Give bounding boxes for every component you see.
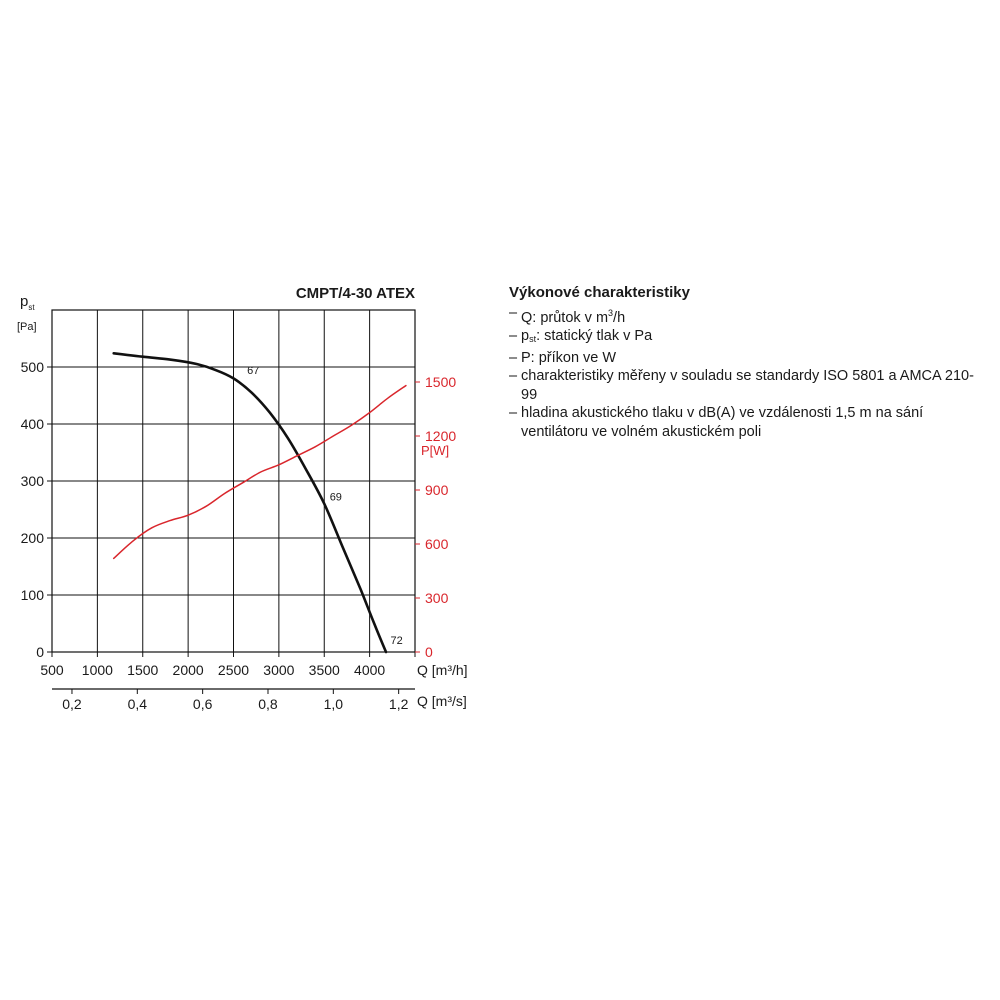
y-left-tick-label-5: 500 (21, 359, 45, 375)
legend-text-post: : statický tlak v Pa (536, 328, 653, 344)
x-secondary-tick-label-1: 0,4 (128, 696, 148, 712)
legend-dash: – (509, 304, 518, 321)
legend-text-post: /h (613, 309, 626, 326)
annotations: 67 69 72 (247, 365, 403, 647)
legend-dash: – (509, 328, 518, 344)
legend-dash: – (509, 349, 518, 366)
y-right-label: P[W] (421, 443, 449, 458)
legend-text-sub: st (529, 334, 537, 344)
legend-list: – Q: průtok v m3/h – pst: statický tlak v P… (509, 304, 989, 442)
legend-text-pre: P: příkon ve W (521, 349, 617, 366)
legend-title: Výkonové charakteristiky (509, 284, 690, 301)
x-secondary-tick-label-5: 1,2 (389, 696, 409, 712)
y-left-tick-label-1: 100 (21, 587, 45, 603)
x-primary-tick-label-6: 3500 (309, 662, 340, 678)
x-primary-tick-label-3: 2000 (173, 662, 204, 678)
power-curve (112, 384, 407, 560)
y-right-tick-label-5: 1500 (425, 374, 456, 390)
svg-text:pst: pst (20, 293, 35, 312)
y-left-unit: [Pa] (17, 321, 37, 333)
x-primary-tick-label-7: 4000 (354, 662, 385, 678)
axes: 500 1000 1500 2000 2500 3000 3500 4000010020030… (21, 359, 457, 712)
x-primary-tick-label-4: 2500 (218, 662, 249, 678)
y-left-tick-label-0: 0 (36, 644, 44, 660)
x-primary-label: Q [m³/h] (417, 662, 468, 678)
performance-legend: Výkonové charakteristiky – Q: průtok v m3… (509, 284, 989, 441)
noise-level-annotation-1: 69 (330, 491, 342, 503)
legend-text-pre: hladina akustického tlaku v dB(A) ve vzd… (521, 405, 924, 440)
legend-item-0: – Q: průtok v m3/h (509, 304, 989, 328)
x-secondary-tick-label-4: 1,0 (324, 696, 344, 712)
y-right-tick-label-4: 1200 (425, 428, 456, 444)
legend-text-pre: charakteristiky měřeny v souladu se stan… (521, 368, 974, 403)
noise-level-annotation-2: 72 (390, 635, 402, 647)
series (112, 352, 407, 654)
x-primary-tick-label-5: 3000 (263, 662, 294, 678)
legend-text-sup: 3 (608, 307, 614, 318)
legend-item-3: – charakteristiky měřeny v souladu se sta… (509, 367, 989, 404)
y-right-tick-label-1: 300 (425, 590, 449, 606)
y-left-tick-label-3: 300 (21, 473, 45, 489)
x-secondary-tick-label-2: 0,6 (193, 696, 213, 712)
y-right-tick-label-0: 0 (425, 644, 433, 660)
legend-dash: – (509, 405, 518, 421)
y-right-tick-label-3: 900 (425, 482, 449, 498)
y-left-subscript: st (28, 303, 35, 312)
pressure-curve (112, 352, 388, 654)
noise-level-annotation-0: 67 (247, 365, 259, 377)
y-right-tick-label-2: 600 (425, 536, 449, 552)
y-left-tick-label-4: 400 (21, 416, 45, 432)
grid (51, 309, 416, 653)
chart-title: CMPT/4-30 ATEX (296, 285, 415, 302)
x-primary-tick-label-2: 1500 (127, 662, 158, 678)
x-secondary-tick-label-3: 0,8 (258, 696, 278, 712)
legend-item-1: – pst: statický tlak v Pa (509, 327, 989, 349)
x-primary-tick-label-1: 1000 (82, 662, 113, 678)
x-primary-tick-label-0: 500 (40, 662, 64, 678)
y-left-symbol: p (20, 293, 28, 310)
legend-item-2: – P: příkon ve W (509, 349, 989, 368)
legend-item-4: – hladina akustického tlaku v dB(A) ve vz… (509, 404, 989, 441)
legend-dash: – (509, 368, 518, 384)
x-secondary-tick-label-0: 0,2 (62, 696, 82, 712)
y-left-tick-label-2: 200 (21, 530, 45, 546)
legend-text-pre: Q: průtok v m (521, 309, 609, 326)
legend-text-pre: p (521, 328, 530, 344)
x-secondary-label: Q [m³/s] (417, 693, 467, 709)
y-left-label: pst [Pa] (17, 293, 37, 333)
